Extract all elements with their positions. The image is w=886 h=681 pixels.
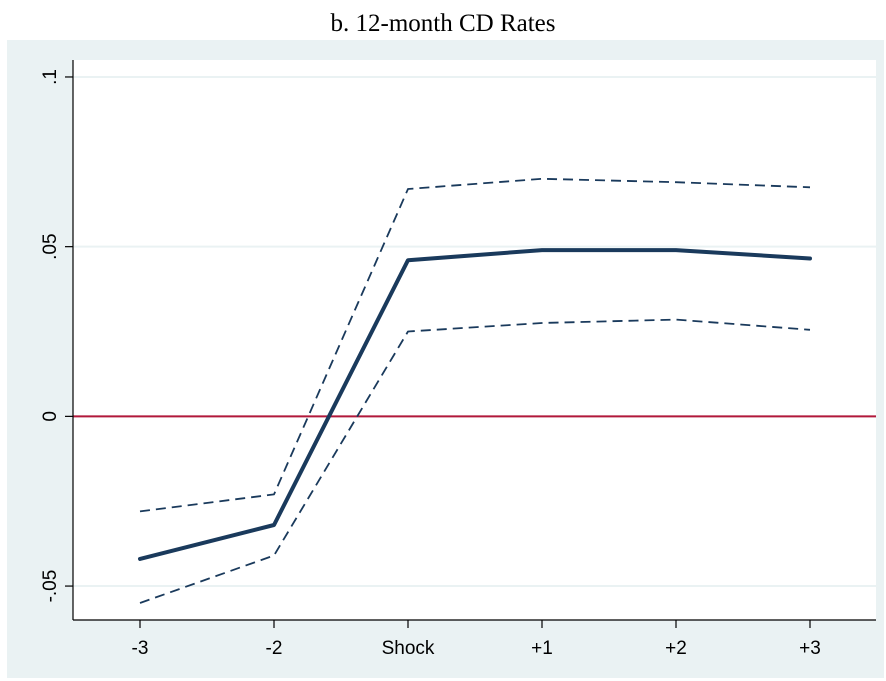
plot-area [73, 60, 876, 620]
x-tick-label: +1 [531, 638, 553, 659]
x-tick-label: +3 [799, 638, 821, 659]
axes-group [65, 60, 876, 628]
x-tick-label: -2 [266, 638, 283, 659]
tick-labels-group: -.05 0 .05 .1 -3 -2 Shock +1 +2 +3 [40, 69, 821, 659]
x-tick-label: -3 [132, 638, 149, 659]
y-tick-label: -.05 [40, 570, 61, 603]
series-line-lower [139, 318, 811, 604]
y-tick-label: 0 [40, 411, 61, 422]
y-tick-label: .1 [40, 69, 61, 85]
series-line-estimate [138, 248, 812, 561]
series-line-upper [139, 177, 811, 513]
x-tick-label: Shock [382, 638, 435, 659]
series-group [138, 177, 812, 604]
x-tick-label: +2 [665, 638, 687, 659]
y-tick-label: .05 [40, 233, 61, 259]
chart-title: b. 12-month CD Rates [330, 10, 556, 37]
